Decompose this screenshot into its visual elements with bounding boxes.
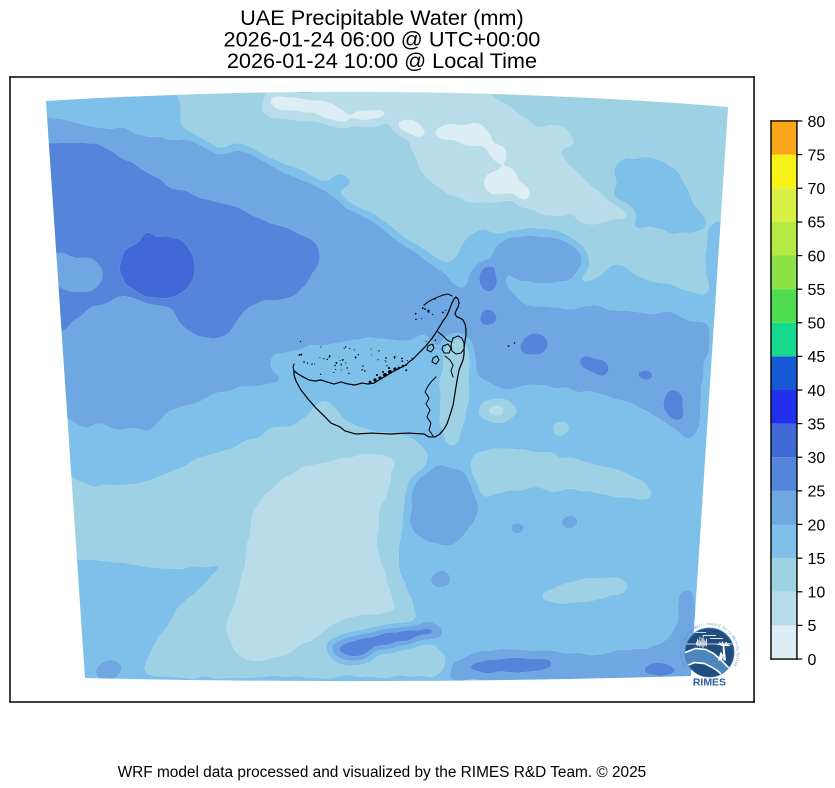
- svg-text:e: e: [681, 639, 685, 642]
- svg-text:0: 0: [808, 652, 817, 669]
- svg-text:H: H: [707, 622, 710, 626]
- svg-text:2026-01-24 10:00 @ Local Time: 2026-01-24 10:00 @ Local Time: [227, 48, 537, 73]
- svg-text:M: M: [693, 625, 698, 630]
- svg-text:n: n: [735, 646, 739, 649]
- svg-text:a: a: [679, 653, 683, 655]
- svg-text:E: E: [722, 625, 727, 630]
- svg-text:10: 10: [808, 585, 826, 602]
- svg-text:n: n: [734, 641, 738, 644]
- svg-text:80: 80: [808, 114, 826, 131]
- svg-text:m: m: [733, 663, 738, 667]
- svg-text:UAE Precipitable Water (mm): UAE Precipitable Water (mm): [240, 5, 524, 30]
- svg-text:l: l: [698, 624, 700, 628]
- svg-text:75: 75: [808, 147, 826, 164]
- svg-text:15: 15: [808, 551, 826, 568]
- svg-text:-: -: [705, 622, 707, 626]
- svg-text:60: 60: [808, 248, 826, 265]
- svg-text:u: u: [696, 624, 699, 628]
- svg-text:r: r: [726, 628, 730, 632]
- svg-text:y: y: [736, 655, 740, 657]
- svg-text:i: i: [680, 659, 684, 661]
- svg-text:RIMES: RIMES: [693, 677, 726, 688]
- svg-text:W: W: [731, 634, 737, 640]
- svg-text:50: 50: [808, 316, 826, 333]
- svg-text:65: 65: [808, 215, 826, 232]
- svg-text:5: 5: [808, 618, 817, 635]
- svg-text:g: g: [681, 661, 685, 664]
- svg-text:a: a: [685, 633, 689, 637]
- svg-text:r: r: [716, 623, 719, 627]
- svg-text:55: 55: [808, 282, 826, 299]
- svg-text:a: a: [710, 622, 712, 626]
- svg-text:i: i: [735, 644, 739, 646]
- svg-text:a: a: [724, 627, 728, 631]
- svg-text:s: s: [735, 657, 739, 660]
- svg-text:t: t: [701, 623, 703, 627]
- svg-text:o: o: [679, 657, 683, 660]
- svg-text:I: I: [679, 646, 683, 648]
- svg-text:g: g: [682, 637, 686, 641]
- svg-text:45: 45: [808, 349, 826, 366]
- svg-text:l: l: [679, 651, 683, 652]
- svg-text:S: S: [736, 653, 740, 656]
- svg-text:40: 40: [808, 383, 826, 400]
- svg-text:d: d: [690, 628, 694, 632]
- svg-text:g: g: [736, 648, 740, 650]
- svg-text:n: n: [679, 655, 683, 657]
- svg-text:t: t: [687, 631, 691, 634]
- svg-text:e: e: [681, 663, 685, 667]
- svg-text:WRF model data processed and v: WRF model data processed and visualized …: [118, 764, 647, 781]
- svg-text:R: R: [682, 664, 687, 669]
- svg-text:n: n: [680, 643, 684, 646]
- svg-text:l: l: [727, 630, 730, 634]
- svg-text:a: a: [714, 622, 717, 626]
- svg-text:35: 35: [808, 416, 826, 433]
- svg-text:25: 25: [808, 484, 826, 501]
- svg-text:d: d: [718, 623, 721, 627]
- svg-text:20: 20: [808, 517, 826, 534]
- svg-text:z: z: [712, 622, 714, 626]
- svg-text:a: a: [732, 637, 736, 641]
- svg-text:t: t: [681, 642, 685, 644]
- svg-text:70: 70: [808, 181, 826, 198]
- svg-text:r: r: [684, 634, 688, 638]
- svg-text:r: r: [734, 639, 738, 642]
- svg-text:t: t: [735, 660, 739, 662]
- svg-text:e: e: [688, 629, 692, 633]
- svg-text:30: 30: [808, 450, 826, 467]
- svg-text:e: e: [734, 661, 738, 664]
- svg-text:2026-01-24 06:00 @ UTC+00:00: 2026-01-24 06:00 @ UTC+00:00: [224, 27, 541, 52]
- svg-text:i: i: [703, 622, 705, 626]
- svg-text:y: y: [729, 631, 733, 635]
